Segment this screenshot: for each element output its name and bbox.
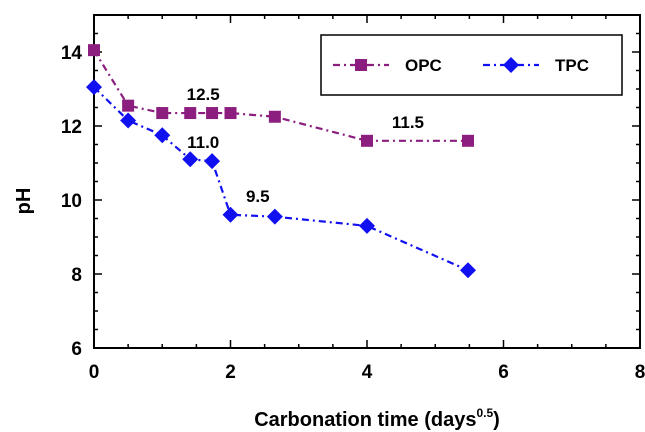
data-point-opc <box>206 107 219 120</box>
x-tick-label: 2 <box>225 362 236 383</box>
x-tick-label: 4 <box>362 362 373 383</box>
axes: 0 2 4 6 8 6 8 10 12 14 <box>61 14 645 383</box>
data-point-tpc <box>154 127 171 144</box>
data-label: 12.5 <box>187 85 220 104</box>
x-tick-label: 6 <box>498 362 509 383</box>
data-point-tpc <box>359 217 375 234</box>
series-line-opc <box>93 49 469 142</box>
legend-label: OPC <box>405 56 442 75</box>
series-tpc <box>86 79 477 279</box>
data-point-opc <box>184 107 197 120</box>
y-tick-label: 12 <box>61 117 82 138</box>
legend: OPC TPC <box>320 34 623 96</box>
data-point-tpc <box>120 112 137 129</box>
legend-item-opc: OPC <box>333 56 442 75</box>
x-tick-label: 0 <box>89 362 100 383</box>
y-tick-label: 6 <box>71 339 82 360</box>
series-line-tpc <box>93 86 469 272</box>
y-tick-label: 8 <box>71 265 82 286</box>
data-point-opc <box>88 44 100 57</box>
data-point-opc <box>122 99 135 112</box>
legend-marker <box>503 57 519 73</box>
series-opc <box>88 44 475 147</box>
annotations-layer: 12.5 11.0 9.5 11.5 <box>187 85 424 206</box>
data-point-opc <box>268 110 281 123</box>
y-tick-label: 10 <box>61 191 82 212</box>
data-point-opc <box>361 134 373 147</box>
data-point-tpc <box>460 262 477 279</box>
data-point-opc <box>462 134 475 147</box>
legend-marker <box>355 59 367 71</box>
data-point-tpc <box>86 79 102 96</box>
x-axis-title: Carbonation time (days0.5) <box>254 406 500 431</box>
data-point-tpc <box>182 151 199 168</box>
x-tick-label: 8 <box>635 362 645 383</box>
data-point-opc <box>224 107 237 120</box>
legend-label: TPC <box>555 56 589 75</box>
data-point-tpc <box>266 208 283 225</box>
data-label: 11.0 <box>187 133 219 152</box>
y-axis-title: pH <box>13 188 35 215</box>
data-point-tpc <box>222 206 239 223</box>
data-point-opc <box>156 107 169 120</box>
series-layer <box>86 44 477 279</box>
data-label: 9.5 <box>246 187 270 206</box>
y-tick-label: 14 <box>61 43 83 64</box>
data-label: 11.5 <box>392 113 424 132</box>
legend-item-tpc: TPC <box>483 56 589 75</box>
data-point-tpc <box>204 153 221 170</box>
